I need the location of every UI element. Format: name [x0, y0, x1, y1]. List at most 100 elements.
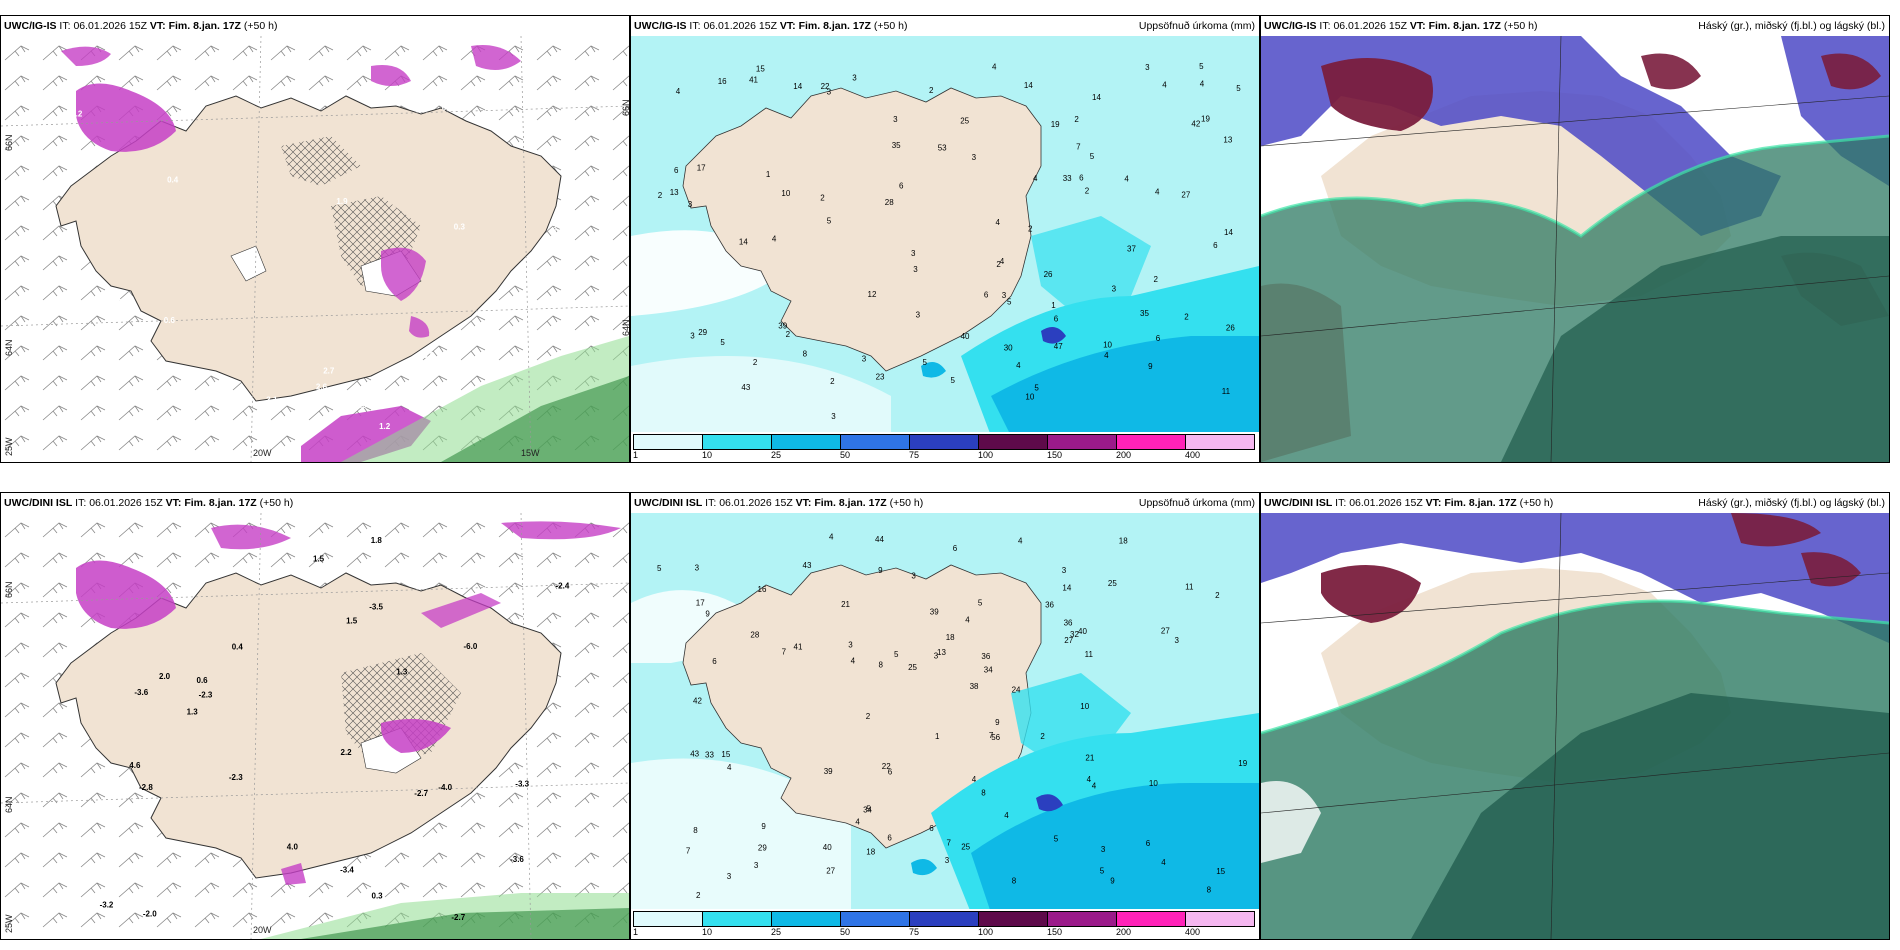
precip-value: 9 [705, 609, 710, 618]
wind-value: 1.3 [396, 668, 408, 677]
purple-area [471, 45, 521, 70]
precip-value: 2 [1215, 591, 1220, 600]
precip-value: 4 [772, 235, 777, 244]
precip-value: 6 [899, 182, 904, 191]
wind-value: -3.2 [100, 901, 114, 910]
vt-value: Fim. 8.jan. 17Z [814, 497, 887, 509]
panel-ig-wind: UWC/IG-IS IT: 06.01.2026 15Z VT: Fim. 8.… [0, 15, 630, 463]
wind-value: 2.0 [159, 672, 171, 681]
lon-label: 20W [253, 925, 272, 935]
wind-value: 2.0 [356, 401, 368, 410]
precip-value: 3 [827, 88, 832, 97]
map-title: Háský (gr.), miðský (fj.bl.) og lágský (… [1698, 497, 1885, 509]
precip-value: 27 [1181, 191, 1190, 200]
lat-label: 64N [621, 319, 630, 336]
precip-value: 2 [1028, 224, 1033, 233]
precip-value: 10 [1080, 702, 1089, 711]
purple-area [281, 863, 306, 885]
wind-value: 0.3 [372, 892, 384, 901]
it-value: 06.01.2026 15Z [1333, 20, 1407, 32]
green-area [441, 376, 629, 462]
precip-value: 3 [911, 571, 916, 580]
precip-value: 2 [929, 86, 934, 95]
map-title: Uppsöfnuð úrkoma (mm) [1138, 20, 1255, 32]
colorbar: 1 10 25 50 75 100 150 200 400 [631, 432, 1259, 462]
wind-value: -2.4 [556, 582, 570, 591]
lead-time: (+50 h) [259, 497, 294, 509]
precip-value: 6 [1156, 334, 1161, 343]
wind-values: 3.1 2.7 1.9 2.2 3.2 3.9 2.6 4.1 0.3 0.4 0.6 0.2 0.8 1… [71, 104, 564, 432]
precip-value: 14 [1062, 583, 1071, 592]
precip-value: 33 [705, 751, 714, 760]
panel-ig-precip: UWC/IG-IS IT: 06.01.2026 15Z VT: Fim. 8.… [630, 15, 1260, 463]
vt-label: VT: [1409, 20, 1426, 32]
precip-map-svg: 3109434633484665344125332414543446527871… [631, 513, 1259, 939]
precip-value: 5 [1100, 866, 1105, 875]
wind-value: 0.8 [429, 364, 441, 373]
precip-value: 5 [827, 217, 832, 226]
wind-value: 0.4 [232, 643, 244, 652]
purple-area [421, 593, 501, 628]
precip-value: 5 [978, 599, 983, 608]
precip-value: 40 [961, 332, 970, 341]
precip-value: 10 [1103, 341, 1112, 350]
precip-value: 4 [1104, 351, 1109, 360]
precip-value: 4 [1016, 361, 1021, 370]
precip-value: 5 [1034, 384, 1039, 393]
colorbar-tick: 100 [978, 450, 994, 460]
panel-ig-cloud: UWC/IG-IS IT: 06.01.2026 15Z VT: Fim. 8.… [1260, 15, 1890, 463]
precip-value: 53 [938, 143, 947, 152]
precip-value: 18 [866, 848, 875, 857]
precip-value: 28 [885, 198, 894, 207]
wind-value: 4.1 [110, 293, 122, 302]
it-value: 06.01.2026 15Z [89, 497, 163, 509]
precip-value: 42 [1191, 120, 1200, 129]
wind-value: -4.0 [438, 783, 452, 792]
it-label: IT: [705, 497, 717, 509]
precip-value: 34 [863, 805, 872, 814]
precip-value: 2 [753, 358, 758, 367]
precip-value: 8 [981, 788, 986, 797]
precip-value: 26 [1226, 324, 1235, 333]
lat-label: 66N [4, 581, 14, 598]
wind-value: 4.0 [287, 843, 299, 852]
precip-value: 44 [875, 535, 884, 544]
precip-value: 14 [1224, 228, 1233, 237]
wind-value: -2.8 [139, 783, 153, 792]
precip-value: 11 [1185, 582, 1194, 591]
iceland-land [55, 95, 562, 402]
purple-area [76, 560, 176, 629]
precip-value: 56 [991, 733, 1000, 742]
precip-value: 38 [970, 682, 979, 691]
precip-value: 6 [1213, 241, 1218, 250]
precip-value: 30 [1004, 344, 1013, 353]
precip-value: 4 [829, 533, 834, 542]
precip-value: 3 [727, 872, 732, 881]
precip-value: 27 [1064, 636, 1073, 645]
vt-label: VT: [795, 497, 812, 509]
precip-value: 4 [855, 818, 860, 827]
vt-label: VT: [779, 20, 796, 32]
precip-value: 9 [761, 822, 766, 831]
wind-value: 1.3 [187, 708, 199, 717]
precip-value: 2 [830, 377, 835, 386]
colorbar-tick: 25 [771, 450, 782, 460]
precip-value: 3 [688, 200, 693, 209]
precip-map: 3 10 9 4 3 4 6 3 3 4 8 4 6 6 5 3 4 4 1 2 5 3 3 2 4 14 5 4 3 4 4 6 5 2 7 8 7 1… [631, 513, 1259, 939]
precip-value: 3 [852, 73, 857, 82]
precip-value: 11 [1222, 387, 1231, 396]
precip-value: 3 [1101, 845, 1106, 854]
precip-value: 1 [935, 732, 940, 741]
wind-value: 0.4 [167, 176, 179, 185]
colorbar-tick: 150 [1047, 450, 1063, 460]
precip-value: 8 [1012, 876, 1017, 885]
precip-value: 8 [693, 826, 698, 835]
precip-value: 18 [946, 633, 955, 642]
precip-value: 6 [1079, 174, 1084, 183]
precip-value: 10 [1025, 393, 1034, 402]
precip-value: 23 [876, 373, 885, 382]
wind-value: 0.6 [197, 676, 209, 685]
precip-value: 4 [972, 775, 977, 784]
precip-value: 12 [868, 290, 877, 299]
